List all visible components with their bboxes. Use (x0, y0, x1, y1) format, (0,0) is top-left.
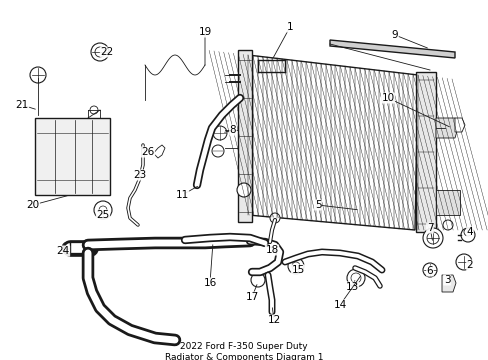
Text: 24: 24 (56, 246, 69, 256)
Text: 12: 12 (267, 315, 280, 325)
Polygon shape (238, 50, 251, 222)
Circle shape (350, 273, 360, 283)
Text: 8: 8 (229, 125, 236, 135)
Text: 13: 13 (345, 282, 358, 292)
Circle shape (30, 67, 46, 83)
Text: 17: 17 (245, 292, 258, 302)
Circle shape (287, 258, 304, 274)
Circle shape (213, 126, 226, 140)
Text: 19: 19 (198, 27, 211, 37)
Text: 22: 22 (100, 47, 113, 57)
Text: 25: 25 (96, 210, 109, 220)
Text: 5: 5 (314, 200, 321, 210)
Text: 10: 10 (381, 93, 394, 103)
Polygon shape (435, 118, 457, 138)
Polygon shape (329, 40, 454, 58)
Circle shape (422, 263, 436, 277)
Text: 2: 2 (466, 260, 472, 270)
Circle shape (455, 254, 471, 270)
Circle shape (99, 206, 107, 214)
Circle shape (269, 213, 280, 223)
Circle shape (460, 228, 474, 242)
Circle shape (291, 262, 299, 270)
Circle shape (237, 183, 250, 197)
Text: 9: 9 (391, 30, 398, 40)
Circle shape (95, 47, 105, 57)
Circle shape (62, 242, 74, 254)
Text: 14: 14 (333, 300, 346, 310)
Polygon shape (35, 118, 110, 195)
Text: 18: 18 (265, 245, 278, 255)
Circle shape (442, 220, 452, 230)
Text: 23: 23 (133, 170, 146, 180)
Circle shape (426, 232, 438, 244)
Circle shape (463, 228, 471, 236)
Text: 2022 Ford F-350 Super Duty
Radiator & Components Diagram 1: 2022 Ford F-350 Super Duty Radiator & Co… (164, 342, 323, 360)
Polygon shape (454, 118, 464, 132)
Circle shape (250, 273, 264, 287)
Text: 15: 15 (291, 265, 304, 275)
Circle shape (91, 43, 109, 61)
Text: 6: 6 (426, 266, 432, 276)
Text: 11: 11 (175, 190, 188, 200)
Circle shape (94, 201, 112, 219)
Circle shape (422, 228, 442, 248)
Text: 7: 7 (426, 223, 432, 233)
Circle shape (90, 106, 98, 114)
Polygon shape (415, 72, 435, 232)
Polygon shape (435, 190, 459, 215)
Text: 4: 4 (466, 227, 472, 237)
Text: 26: 26 (141, 147, 154, 157)
Polygon shape (247, 55, 417, 230)
Circle shape (346, 269, 364, 287)
Text: 1: 1 (286, 22, 293, 32)
Circle shape (212, 145, 224, 157)
Text: 20: 20 (26, 200, 40, 210)
Text: 21: 21 (15, 100, 29, 110)
Polygon shape (441, 275, 455, 292)
Text: 3: 3 (443, 275, 449, 285)
Text: 16: 16 (203, 278, 216, 288)
